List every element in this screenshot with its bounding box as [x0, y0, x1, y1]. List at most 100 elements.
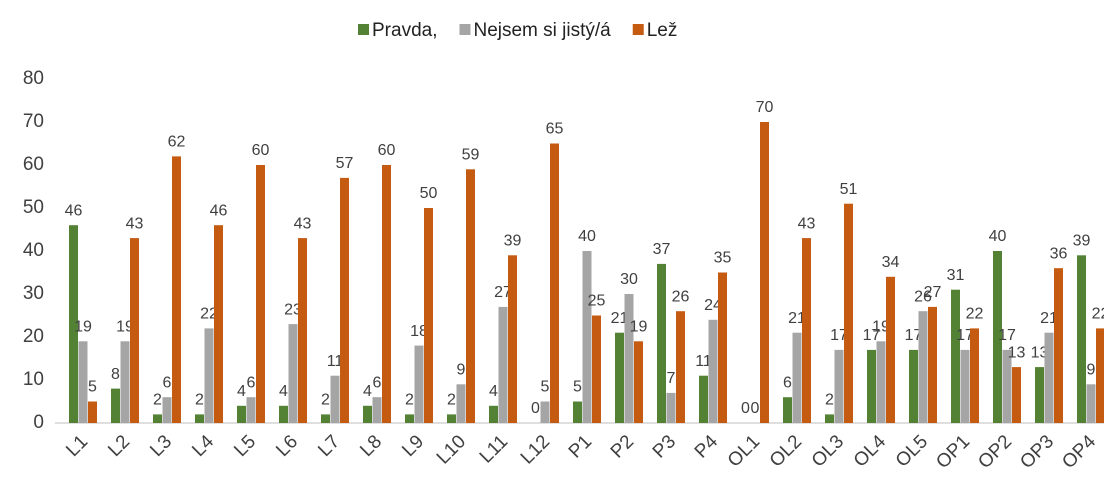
x-tick-label: OP2 [974, 431, 1016, 473]
bar [447, 414, 456, 423]
data-label: 39 [504, 233, 522, 250]
bar [624, 294, 634, 423]
data-label: 19 [630, 319, 648, 336]
bar [867, 349, 876, 423]
data-label: 17 [998, 327, 1016, 344]
x-tick-label: P1 [565, 431, 596, 462]
bar [970, 328, 979, 423]
bar [237, 405, 246, 423]
bar [88, 401, 97, 423]
bar [1077, 255, 1086, 423]
data-label: 65 [546, 121, 564, 138]
bar [279, 405, 288, 423]
data-label: 21 [1040, 310, 1058, 327]
y-tick-label: 30 [23, 283, 44, 304]
bar [1002, 349, 1012, 423]
bar [825, 414, 834, 423]
bar [153, 414, 162, 423]
data-label: 40 [989, 228, 1007, 245]
x-tick-label: L12 [517, 431, 554, 468]
x-tick-label: L5 [230, 431, 260, 461]
y-tick-label: 0 [33, 412, 44, 433]
x-tick-label: L2 [104, 431, 134, 461]
legend-label: Lež [647, 20, 678, 41]
data-label: 43 [126, 215, 144, 232]
data-label: 17 [863, 327, 881, 344]
data-label: 5 [541, 379, 550, 396]
data-label: 6 [247, 374, 256, 391]
y-tick-label: 70 [23, 111, 44, 132]
bar [1054, 268, 1063, 423]
data-label: 36 [1050, 245, 1068, 262]
data-label: 35 [714, 250, 732, 267]
bar [960, 349, 970, 423]
bar [802, 238, 811, 423]
bar [615, 332, 624, 423]
legend-label: Pravda, [372, 20, 437, 41]
x-tick-label: OL3 [808, 431, 848, 471]
data-label: 24 [704, 297, 722, 314]
data-label: 21 [788, 310, 806, 327]
bar [195, 414, 204, 423]
data-label: 9 [1087, 362, 1096, 379]
data-label: 4 [237, 383, 246, 400]
data-label: 70 [756, 99, 774, 116]
bar [204, 328, 214, 423]
x-tick-label: L3 [146, 431, 176, 461]
data-label: 6 [783, 374, 792, 391]
bar [256, 165, 265, 423]
data-label: 60 [378, 142, 396, 159]
bar [582, 251, 592, 423]
bar [340, 177, 349, 423]
x-tick-label: OP1 [932, 431, 974, 473]
bar [424, 208, 433, 423]
bar [634, 341, 643, 423]
bar [298, 238, 307, 423]
data-label: 9 [457, 362, 466, 379]
bar [718, 272, 727, 423]
x-tick-label: OL5 [892, 431, 932, 471]
data-label: 4 [279, 383, 288, 400]
data-label: 40 [578, 228, 596, 245]
data-label: 0 [741, 400, 750, 417]
data-label: 0 [751, 400, 760, 417]
x-tick-label: L7 [314, 431, 344, 461]
data-label: 59 [462, 147, 480, 164]
bar [834, 349, 844, 423]
data-label: 22 [200, 306, 218, 323]
data-label: 13 [1031, 344, 1049, 361]
data-label: 27 [494, 284, 512, 301]
bar [550, 143, 559, 423]
data-label: 6 [373, 374, 382, 391]
data-label: 57 [336, 155, 354, 172]
data-label: 6 [163, 374, 172, 391]
bar [405, 414, 414, 423]
bar [288, 324, 298, 423]
data-label: 19 [872, 319, 890, 336]
data-label: 19 [116, 319, 134, 336]
bar [162, 397, 172, 423]
data-label: 21 [611, 310, 629, 327]
data-label: 43 [798, 215, 816, 232]
bar [928, 306, 937, 423]
data-label: 8 [111, 366, 120, 383]
bar [363, 405, 372, 423]
bar [466, 169, 475, 423]
bar [844, 203, 853, 423]
data-label: 17 [956, 327, 974, 344]
y-tick-label: 40 [23, 240, 44, 261]
x-tick-label: L9 [398, 431, 428, 461]
bar [1035, 367, 1044, 423]
bar [508, 255, 517, 423]
data-label: 26 [672, 288, 690, 305]
bar [214, 225, 223, 423]
data-label: 22 [1092, 306, 1104, 323]
legend-swatch [632, 24, 644, 35]
bar [321, 414, 330, 423]
x-tick-label: P4 [691, 431, 723, 463]
bar [172, 156, 181, 423]
data-label: 2 [405, 392, 414, 409]
y-tick-label: 50 [23, 197, 44, 218]
bar [783, 397, 792, 423]
